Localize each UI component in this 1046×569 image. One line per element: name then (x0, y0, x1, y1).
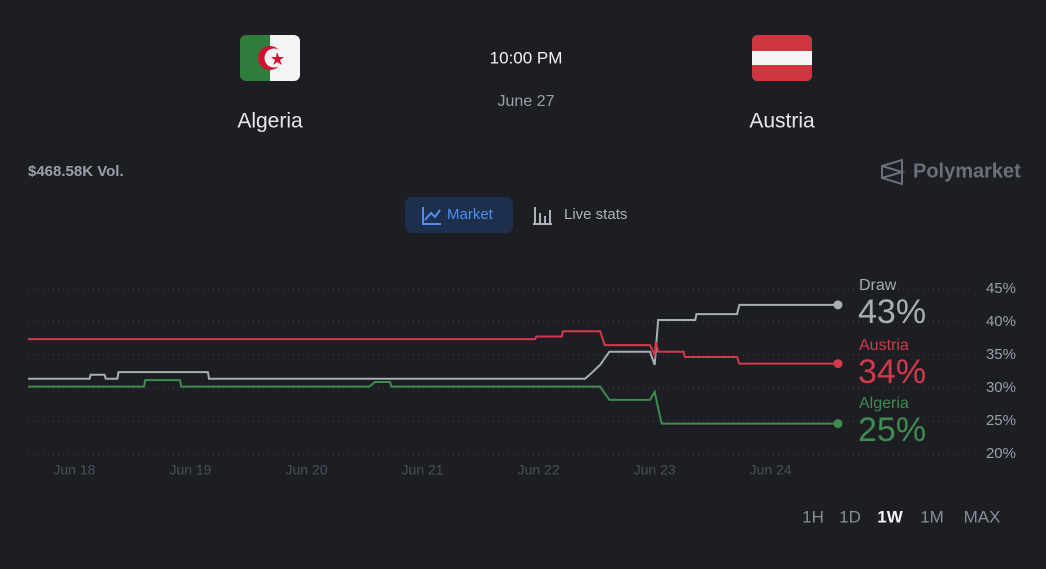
home-team: Algeria (237, 110, 303, 133)
end-value-label: 25% (858, 411, 926, 449)
tab-icon (422, 207, 441, 225)
x-tick-label: Jun 23 (634, 462, 676, 478)
tab-label[interactable]: Live stats (564, 206, 627, 223)
legend-name: Austria (859, 337, 909, 354)
range-button[interactable]: 1D (839, 507, 861, 526)
y-tick-label: 30% (986, 379, 1016, 396)
y-tick-label: 45% (986, 280, 1016, 297)
home-flag (240, 35, 300, 81)
brand: Polymarket (913, 160, 1021, 182)
range-button[interactable]: MAX (964, 507, 1001, 526)
end-dot (833, 300, 843, 310)
end-value-label: 43% (858, 293, 926, 331)
end-dot (833, 359, 843, 369)
legend-name: Algeria (859, 395, 909, 412)
match-time: 10:00 PM (490, 48, 563, 67)
match-date: June 27 (498, 93, 555, 110)
y-tick-label: 20% (986, 445, 1016, 462)
x-tick-label: Jun 24 (750, 462, 792, 478)
away-flag (752, 35, 812, 81)
x-tick-label: Jun 20 (285, 462, 327, 478)
tab-label[interactable]: Market (447, 206, 494, 223)
x-tick-label: Jun 22 (518, 462, 560, 478)
brand-logo (881, 158, 906, 186)
y-tick-label: 35% (986, 346, 1016, 363)
end-dot (833, 419, 843, 429)
series-line (28, 330, 838, 365)
x-tick-label: Jun 21 (402, 462, 444, 478)
end-value-label: 34% (858, 353, 926, 391)
away-team: Austria (749, 110, 815, 133)
tab-icon (533, 207, 552, 225)
series-line (28, 303, 838, 380)
x-tick-label: Jun 18 (53, 462, 95, 478)
range-button[interactable]: 1H (802, 507, 824, 526)
y-tick-label: 40% (986, 313, 1016, 330)
y-tick-label: 25% (986, 412, 1016, 429)
volume: $468.58K Vol. (28, 163, 124, 180)
range-button[interactable]: 1M (920, 507, 944, 526)
series-line (28, 379, 838, 425)
legend-name: Draw (859, 277, 897, 294)
x-tick-label: Jun 19 (169, 462, 211, 478)
range-button[interactable]: 1W (877, 507, 903, 526)
